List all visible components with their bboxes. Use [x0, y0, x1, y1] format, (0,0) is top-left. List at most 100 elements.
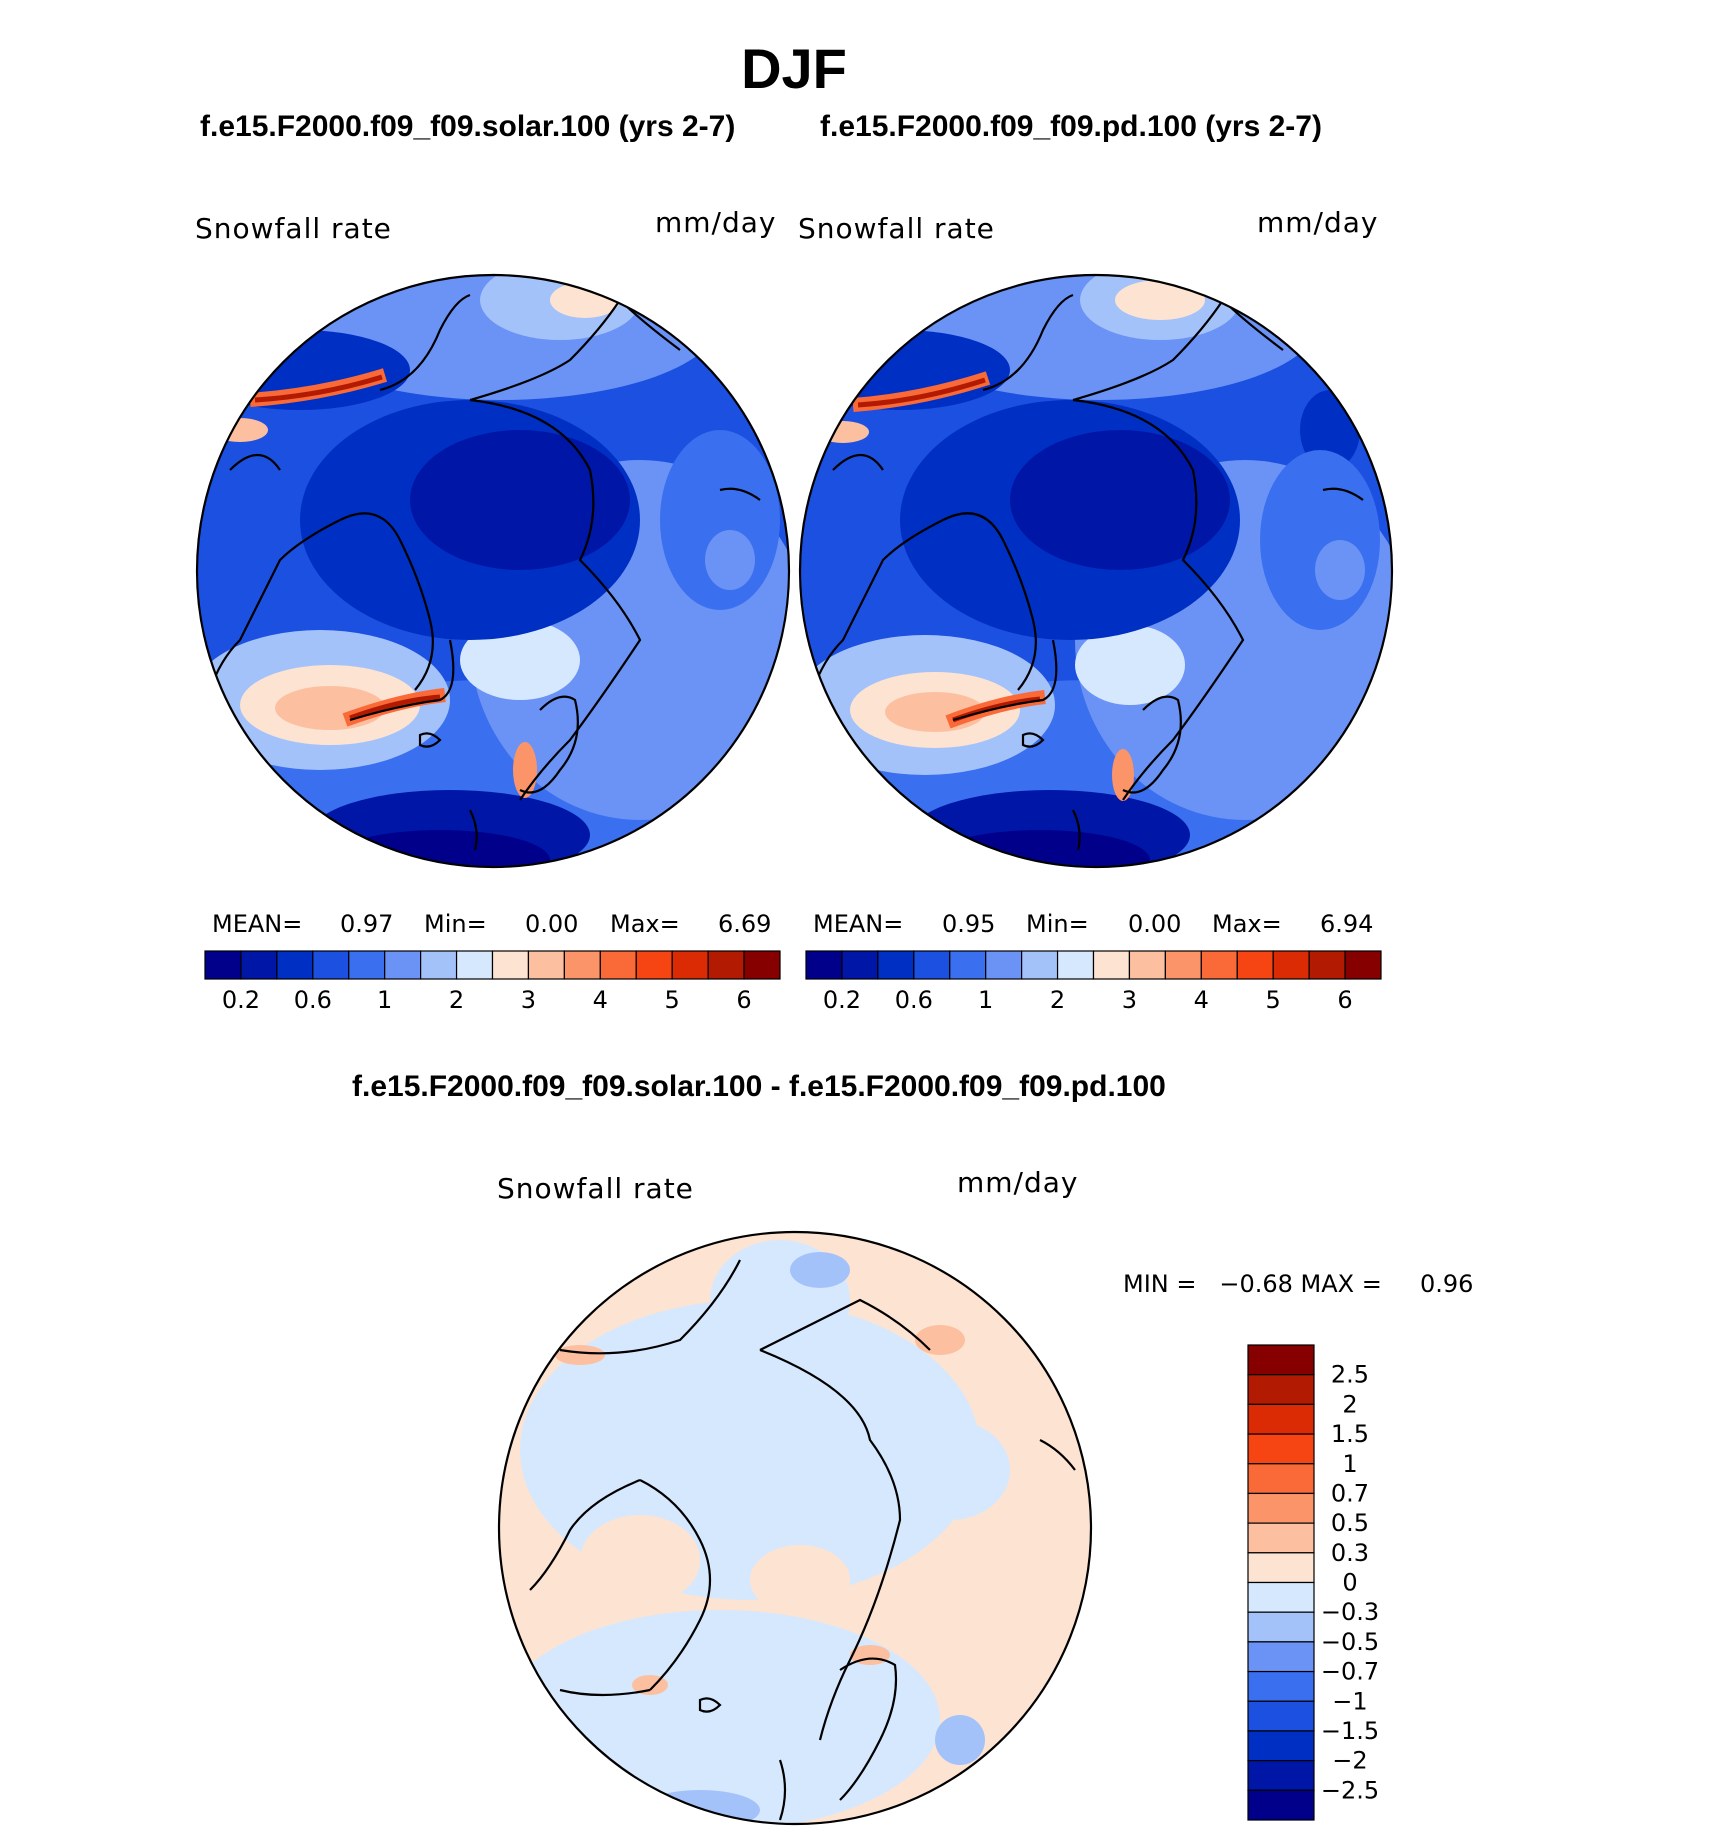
colorbar-left-tick-label: 1	[377, 986, 392, 1014]
diff-variable-label: Snowfall rate	[497, 1172, 694, 1205]
colorbar-difference-swatch	[1247, 1670, 1315, 1702]
colorbar-right-tick-label: 0.6	[895, 986, 933, 1014]
colorbar-left-tick-label: 0.6	[294, 986, 332, 1014]
colorbar-right-swatch	[1308, 950, 1346, 980]
colorbar-difference-tick-label: −0.5	[1321, 1628, 1379, 1656]
colorbar-left-swatch	[635, 950, 673, 980]
polar-map-difference	[497, 1230, 1093, 1826]
colorbar-left-swatch	[743, 950, 781, 980]
colorbar-left-tick-label: 0.2	[222, 986, 260, 1014]
panel-left-units-label: mm/day	[655, 206, 777, 239]
colorbar-difference-tick-label: −2	[1332, 1747, 1367, 1775]
colorbar-difference-tick-label: 0	[1342, 1569, 1357, 1597]
colorbar-right-tick-label: 4	[1194, 986, 1209, 1014]
colorbar-difference-swatch	[1247, 1581, 1315, 1613]
colorbar-difference-tick-label: 1.5	[1331, 1420, 1369, 1448]
colorbar-difference-swatch	[1247, 1552, 1315, 1584]
panel-left-min-label: Min=	[424, 910, 487, 938]
colorbar-difference-tick-label: 1	[1342, 1450, 1357, 1478]
colorbar-right-swatch	[985, 950, 1023, 980]
colorbar-right-swatch	[1092, 950, 1131, 980]
figure-title: DJF	[741, 37, 847, 100]
colorbar-right-tick-label: 1	[978, 986, 993, 1014]
panel-left-variable-label: Snowfall rate	[195, 212, 392, 245]
panel-right-max-label: Max=	[1212, 910, 1282, 938]
colorbar-left: 0.2 0.6 1 2 3 4 5 6	[204, 950, 781, 1014]
colorbar-difference-tick-label: 0.7	[1331, 1479, 1369, 1507]
panel-left-max-label: Max=	[610, 910, 680, 938]
colorbar-right-tick-label: 6	[1337, 986, 1352, 1014]
colorbar-left-swatch	[599, 950, 637, 980]
colorbar-left-swatch	[671, 950, 709, 980]
colorbar-difference-swatch	[1247, 1789, 1315, 1821]
colorbar-right-tick-label: 0.2	[823, 986, 861, 1014]
colorbar-difference-swatch	[1247, 1344, 1315, 1376]
colorbar-difference-tick-label: 0.5	[1331, 1509, 1369, 1537]
diff-units-label: mm/day	[957, 1166, 1079, 1199]
panel-right-case-title: f.e15.F2000.f09_f09.pd.100 (yrs 2-7)	[820, 110, 1322, 143]
colorbar-difference-tick-label: −1.5	[1321, 1717, 1379, 1745]
panel-right-variable-label: Snowfall rate	[798, 212, 995, 245]
colorbar-right-swatch	[1128, 950, 1166, 980]
diff-case-title: f.e15.F2000.f09_f09.solar.100 - f.e15.F2…	[352, 1070, 1166, 1103]
colorbar-difference-swatch	[1247, 1433, 1315, 1465]
panel-right-mean-value: 0.95	[942, 910, 996, 938]
colorbar-difference-tick-label: −1	[1332, 1687, 1367, 1715]
colorbar-difference-swatch	[1247, 1700, 1315, 1732]
panel-right-units-label: mm/day	[1257, 206, 1379, 239]
colorbar-left-swatch	[420, 950, 458, 980]
panel-left-min-value: 0.00	[525, 910, 579, 938]
colorbar-difference-swatch	[1247, 1403, 1315, 1435]
colorbar-right-swatch	[1056, 950, 1095, 980]
colorbar-left-tick-label: 3	[521, 986, 536, 1014]
colorbar-right-swatch	[1236, 950, 1274, 980]
colorbar-difference-swatch	[1247, 1611, 1315, 1643]
panel-left-max-value: 6.69	[718, 910, 772, 938]
colorbar-difference-swatch	[1247, 1374, 1315, 1405]
colorbar-left-swatch	[348, 950, 386, 980]
panel-right-mean-label: MEAN=	[813, 910, 904, 938]
colorbar-difference-swatch	[1247, 1463, 1315, 1495]
colorbar-difference-tick-label: 0.3	[1331, 1539, 1369, 1567]
colorbar-right-swatch	[1164, 950, 1202, 980]
colorbar-left-tick-label: 4	[593, 986, 608, 1014]
colorbar-right-swatch	[913, 950, 951, 980]
colorbar-left-swatch	[707, 950, 745, 980]
diff-min-max-stats: MIN = −0.68 MAX = 0.96	[1123, 1270, 1474, 1298]
polar-map-right	[798, 273, 1394, 869]
panel-right-max-value: 6.94	[1320, 910, 1374, 938]
colorbar-right-swatch	[1344, 950, 1382, 980]
colorbar-right-swatch	[877, 950, 915, 980]
panel-left-mean-value: 0.97	[340, 910, 394, 938]
colorbar-left-tick-label: 5	[665, 986, 680, 1014]
panel-left-case-title: f.e15.F2000.f09_f09.solar.100 (yrs 2-7)	[200, 110, 736, 143]
colorbar-difference-tick-label: −0.3	[1321, 1598, 1379, 1626]
colorbar-right-swatch	[1021, 950, 1059, 980]
colorbar-right-swatch	[1272, 950, 1310, 980]
colorbar-left-swatch	[204, 950, 242, 980]
colorbar-right-tick-label: 2	[1050, 986, 1065, 1014]
polar-map-left	[195, 273, 791, 869]
colorbar-right: 0.2 0.6 1 2 3 4 5 6	[805, 950, 1382, 1014]
colorbar-left-swatch	[276, 950, 314, 980]
colorbar-difference: 2.521.510.70.50.30−0.3−0.5−0.7−1−1.5−2−2…	[1247, 1344, 1379, 1821]
colorbar-right-swatch	[949, 950, 987, 980]
colorbar-difference-tick-label: −2.5	[1321, 1776, 1379, 1804]
colorbar-difference-swatch	[1247, 1492, 1315, 1524]
colorbar-right-tick-label: 3	[1122, 986, 1137, 1014]
colorbar-left-swatch	[563, 950, 601, 980]
colorbar-difference-tick-label: 2	[1342, 1390, 1357, 1418]
panel-right-min-label: Min=	[1026, 910, 1089, 938]
colorbar-right-swatch	[841, 950, 879, 980]
colorbar-left-swatch	[455, 950, 494, 980]
colorbar-right-swatch	[1200, 950, 1238, 980]
colorbar-right-swatch	[805, 950, 843, 980]
colorbar-difference-swatch	[1247, 1641, 1315, 1673]
colorbar-difference-tick-label: 2.5	[1331, 1361, 1369, 1389]
panel-right-min-value: 0.00	[1128, 910, 1182, 938]
colorbar-left-tick-label: 6	[736, 986, 751, 1014]
colorbar-left-swatch	[384, 950, 422, 980]
panel-left-mean-label: MEAN=	[212, 910, 303, 938]
colorbar-difference-swatch	[1247, 1760, 1315, 1791]
